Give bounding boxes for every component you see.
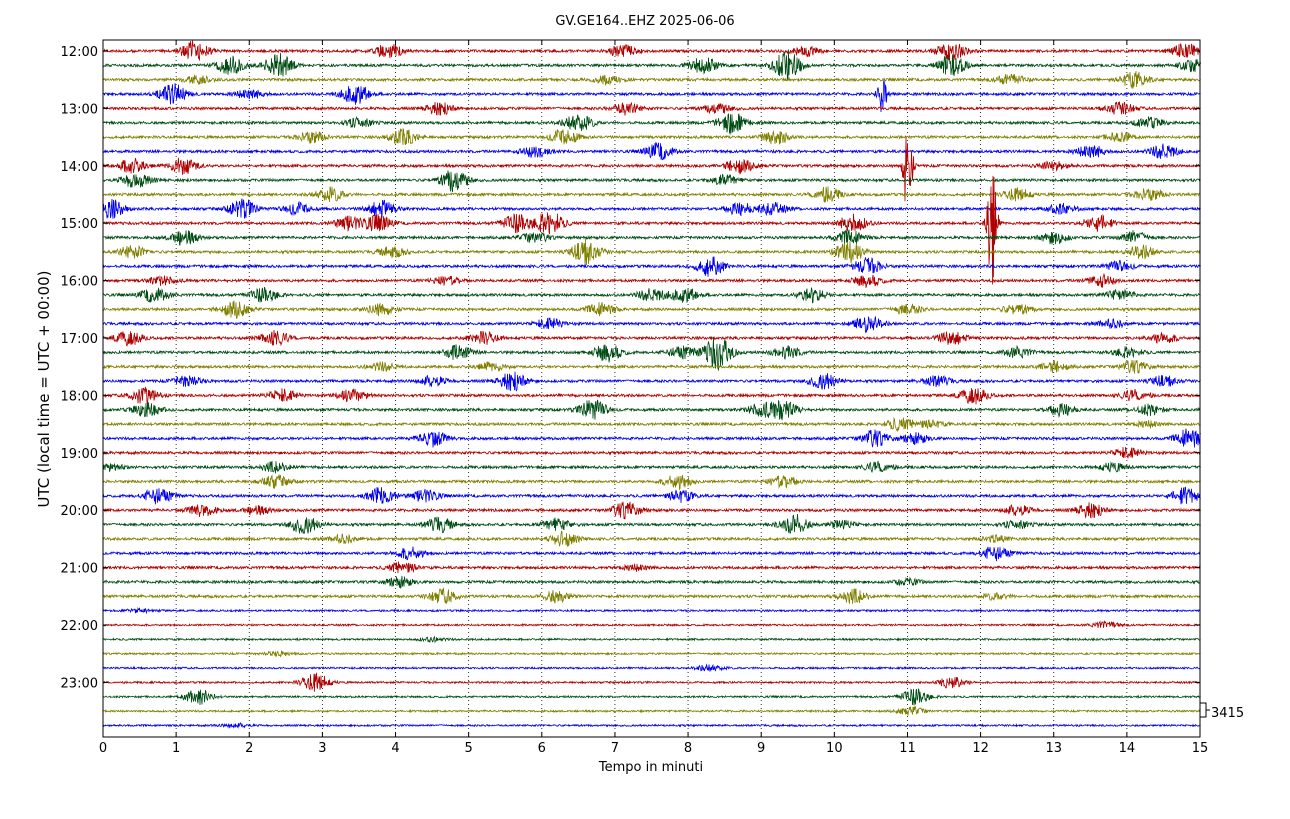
seismic-trace — [102, 635, 1201, 644]
seismic-trace — [102, 186, 1201, 203]
seismic-trace — [102, 620, 1201, 628]
x-tick-label: 0 — [99, 741, 107, 756]
seismic-trace — [102, 141, 1201, 161]
seismic-trace — [102, 501, 1201, 520]
x-tick-label: 2 — [245, 741, 253, 756]
x-axis-ticks: 0 1 2 3 4 5 6 7 8 9 10 11 12 13 14 15 — [99, 40, 1208, 756]
seismic-trace — [103, 688, 1201, 706]
x-tick-label: 11 — [899, 741, 916, 756]
y-tick-label: 23:00 — [61, 676, 98, 691]
x-tick-label: 8 — [684, 741, 692, 756]
x-tick-label: 1 — [172, 741, 180, 756]
x-tick-label: 12 — [972, 741, 989, 756]
x-tick-label: 13 — [1045, 741, 1062, 756]
grid-lines — [175, 40, 1128, 737]
y-axis-label: UTC (local time = UTC + 00:00) — [35, 271, 53, 508]
y-tick-label: 20:00 — [61, 504, 98, 519]
y-axis-ticks: 12:00 13:00 14:00 15:00 16:00 17:00 18:00 19:00… — [61, 45, 1200, 691]
x-tick-label: 10 — [826, 741, 843, 756]
y-tick-label: 15:00 — [61, 217, 98, 232]
x-axis-label: Tempo in minuti — [598, 760, 703, 775]
seismic-trace — [102, 446, 1201, 459]
y-tick-label: 21:00 — [61, 562, 98, 577]
seismic-trace — [102, 300, 1201, 320]
seismic-trace — [102, 315, 1201, 334]
seismic-trace — [102, 486, 1201, 505]
x-tick-label: 9 — [757, 741, 765, 756]
seismic-trace — [102, 272, 1201, 288]
y-tick-label: 16:00 — [61, 275, 98, 290]
y-tick-label: 14:00 — [61, 160, 98, 175]
seismic-trace — [102, 359, 1201, 374]
seismic-trace — [102, 386, 1201, 406]
x-tick-label: 14 — [1119, 741, 1136, 756]
seismic-trace — [102, 705, 1201, 716]
y-tick-label: 12:00 — [61, 45, 98, 60]
seismic-trace — [102, 650, 1201, 658]
seismic-trace — [102, 198, 1201, 219]
seismic-trace — [102, 416, 1201, 433]
x-tick-label: 15 — [1192, 741, 1209, 756]
seismic-trace — [103, 70, 1201, 89]
y-tick-label: 17:00 — [61, 332, 98, 347]
plot-frame — [102, 39, 1201, 738]
seismic-trace — [102, 428, 1201, 448]
seismic-trace — [102, 530, 1201, 547]
y-tick-label: 19:00 — [61, 447, 98, 462]
seismic-traces — [102, 40, 1201, 729]
seismic-trace — [102, 663, 1201, 672]
seismic-trace — [102, 170, 1201, 193]
seismic-trace — [102, 587, 1201, 604]
x-tick-label: 5 — [465, 741, 473, 756]
seismic-trace — [102, 127, 1201, 146]
seismic-trace — [102, 286, 1201, 304]
x-tick-label: 4 — [391, 741, 399, 756]
seismic-trace — [102, 546, 1201, 562]
seismic-trace — [102, 575, 1201, 589]
seismic-trace — [102, 101, 1201, 116]
scale-bar-box — [1199, 702, 1207, 718]
seismic-trace — [103, 80, 1201, 113]
seismic-trace — [102, 371, 1201, 392]
seismic-trace — [102, 336, 1201, 371]
seismic-trace — [102, 513, 1201, 534]
x-tick-label: 7 — [611, 741, 619, 756]
seismic-trace — [102, 329, 1201, 347]
seismic-trace — [102, 113, 1201, 136]
seismic-trace — [102, 256, 1201, 277]
y-tick-label: 22:00 — [61, 619, 98, 634]
scale-bar-label: 3415 — [1211, 706, 1244, 721]
seismic-trace — [102, 40, 1201, 61]
chart-title: GV.GE164..EHZ 2025-06-06 — [555, 14, 734, 29]
seismic-trace — [102, 136, 1201, 202]
seismic-trace — [102, 561, 1201, 574]
x-tick-label: 6 — [538, 741, 546, 756]
seismic-trace — [102, 229, 1201, 246]
x-tick-label: 3 — [318, 741, 326, 756]
seismic-trace — [102, 175, 1201, 285]
seismic-trace — [102, 238, 1201, 266]
seismic-trace — [102, 460, 1201, 474]
y-tick-label: 18:00 — [61, 389, 98, 404]
seismic-trace — [102, 473, 1201, 491]
seismic-trace — [102, 49, 1201, 81]
seismic-trace — [102, 672, 1201, 692]
seismic-trace — [102, 606, 1201, 615]
seismic-trace — [102, 399, 1201, 421]
scale-bar: 3415 — [1199, 702, 1244, 721]
seismic-trace — [102, 722, 1201, 729]
y-tick-label: 13:00 — [61, 102, 98, 117]
